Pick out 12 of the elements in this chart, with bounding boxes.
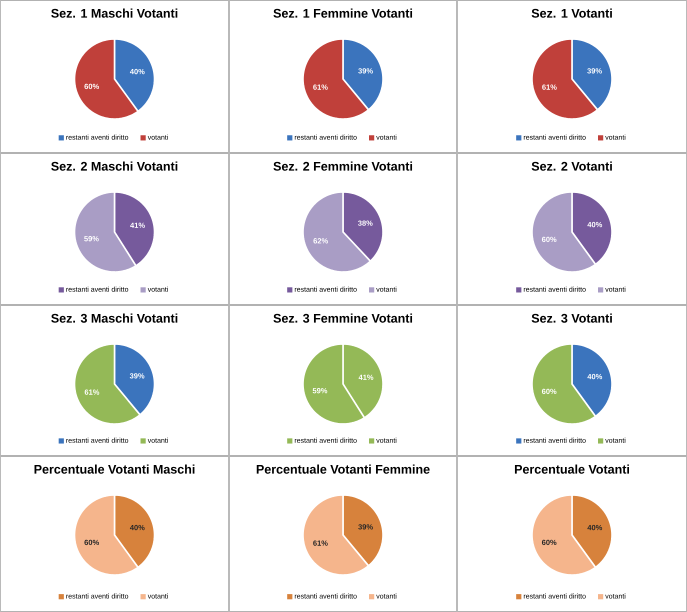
chart-title: Sez. 3 Femmine Votanti [273, 314, 412, 323]
chart-title: Sez. 3 Votanti [532, 314, 612, 323]
chart-title: Percentuale Votanti Maschi [34, 464, 194, 474]
chart-title: Percentuale Votanti Femmine [256, 464, 430, 474]
chart-title: Percentuale Votanti [514, 464, 630, 474]
chart-title: Sez. 3 Maschi Votanti [51, 314, 178, 323]
chart-title: Sez. 2 Maschi Votanti [51, 162, 178, 171]
chart-title: Sez. 2 Votanti [532, 162, 612, 171]
chart-title: Sez. 1 Votanti [532, 8, 612, 18]
chart-title: Sez. 2 Femmine Votanti [273, 162, 412, 171]
chart-title: Sez. 1 Femmine Votanti [273, 8, 412, 18]
chart-title: Sez. 1 Maschi Votanti [51, 8, 178, 18]
